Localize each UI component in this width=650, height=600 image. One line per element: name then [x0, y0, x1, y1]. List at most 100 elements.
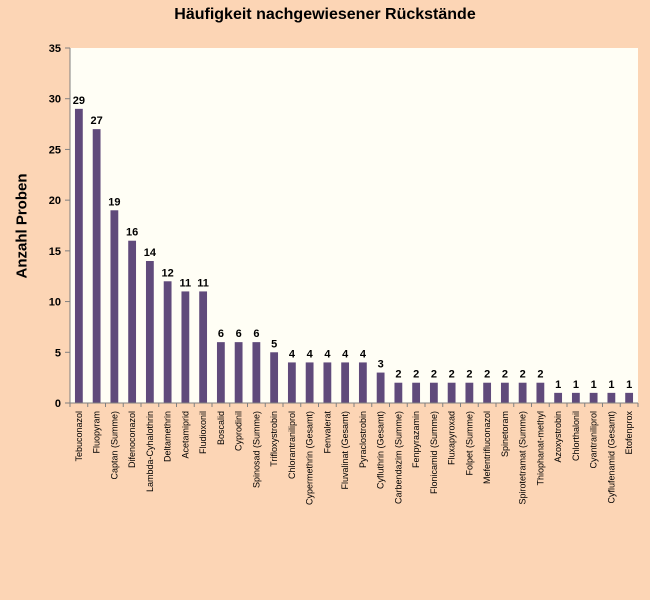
x-category-label: Tebuconazol: [74, 411, 84, 462]
bar: [394, 382, 403, 403]
y-tick-label: 25: [49, 144, 61, 156]
bar: [589, 392, 598, 403]
bar: [465, 382, 474, 403]
bar-value-label: 29: [73, 95, 85, 107]
bar-value-label: 12: [162, 267, 174, 279]
y-tick-label: 20: [49, 195, 61, 207]
bar-value-label: 11: [197, 277, 209, 289]
bar: [323, 362, 332, 403]
x-category-label: Cyprodinil: [234, 411, 244, 451]
bar: [234, 342, 243, 403]
x-category-label: Acetamiprid: [180, 411, 190, 459]
bar-value-label: 6: [218, 328, 224, 340]
bar: [145, 261, 154, 403]
bar: [607, 392, 616, 403]
bar-value-label: 2: [484, 369, 490, 381]
bar-value-label: 5: [271, 338, 277, 350]
x-category-label: Spinetoram: [500, 411, 510, 457]
x-category-label: Fluvalinat (Gesamt): [340, 411, 350, 490]
bar-value-label: 4: [324, 348, 331, 360]
y-tick-label: 10: [49, 297, 61, 309]
y-tick-label: 0: [55, 398, 61, 410]
bar-value-label: 1: [591, 379, 597, 391]
x-category-label: Captan (Summe): [109, 411, 119, 480]
bar: [74, 108, 83, 403]
bar-value-label: 2: [449, 369, 455, 381]
x-category-label: Deltamethrin: [163, 411, 173, 462]
bar-value-label: 2: [431, 369, 437, 381]
x-category-label: Flonicamid (Summe): [429, 411, 439, 494]
x-category-label: Difenoconazol: [127, 411, 137, 468]
x-category-label: Folpet (Summe): [464, 411, 474, 476]
x-category-label: Lambda-Cyhalothrin: [145, 411, 155, 492]
x-category-label: Fenpyrazamin: [411, 411, 421, 468]
x-category-label: Fluopyram: [92, 411, 102, 454]
x-category-label: Cypermethrin (Gesamt): [305, 411, 315, 505]
bar: [625, 392, 634, 403]
bar: [536, 382, 545, 403]
bar-value-label: 2: [537, 369, 543, 381]
bar: [252, 342, 261, 403]
bar-value-label: 4: [342, 348, 349, 360]
bar-value-label: 2: [395, 369, 401, 381]
bars-group: [74, 108, 634, 403]
bar-value-label: 1: [573, 379, 579, 391]
bar: [92, 129, 101, 403]
x-category-label: Chlorantraniliprol: [287, 411, 297, 479]
x-category-label: Chlorthalonil: [571, 411, 581, 461]
y-tick-label: 15: [49, 246, 61, 258]
bar: [447, 382, 456, 403]
bar: [181, 291, 190, 403]
x-category-label: Etofenprox: [624, 411, 634, 455]
x-category-label: Fludioxonil: [198, 411, 208, 454]
y-tick-label: 30: [49, 94, 61, 106]
x-category-label: Spirotetramat (Summe): [518, 411, 528, 505]
bar: [128, 240, 137, 403]
x-category-label: Boscalid: [216, 411, 226, 445]
x-category-label: Thiophanat-methyl: [535, 411, 545, 486]
bar-value-label: 16: [126, 227, 138, 239]
y-ticks-group: 0 5 10 15 20 25 30 35: [49, 43, 70, 410]
bar: [305, 362, 314, 403]
x-category-label: Carbendazim (Summe): [393, 411, 403, 504]
bar: [163, 281, 172, 403]
bar-value-label: 11: [180, 277, 192, 289]
bar-value-label: 14: [144, 247, 157, 259]
x-category-label: Cyfluthrin (Gesamt): [376, 411, 386, 489]
bar: [216, 342, 225, 403]
bar: [358, 362, 367, 403]
bar: [412, 382, 421, 403]
bar-value-label: 2: [502, 369, 508, 381]
bar: [571, 392, 580, 403]
bar-value-label: 1: [555, 379, 561, 391]
axes-group: [69, 48, 639, 407]
bar-value-label: 4: [360, 348, 367, 360]
x-category-label: Cyantraniliprol: [589, 411, 599, 469]
x-category-label: Fenvalerat: [322, 411, 332, 454]
bar-value-label: 2: [466, 369, 472, 381]
x-category-label: Fluxapyroxad: [447, 411, 457, 465]
x-category-label: Pyraclostrobin: [358, 411, 368, 468]
bar: [500, 382, 509, 403]
bar: [199, 291, 208, 403]
x-category-label: Spinosad (Summe): [251, 411, 261, 488]
x-category-label: Trifloxystrobin: [269, 411, 279, 467]
bar-value-label: 6: [253, 328, 259, 340]
bar-value-label: 2: [413, 369, 419, 381]
bar-value-label: 4: [289, 348, 296, 360]
y-tick-label: 5: [55, 347, 61, 359]
chart-title: Häufigkeit nachgewiesener Rückstände: [174, 6, 476, 23]
x-category-label: Cyflufenamid (Gesamt): [606, 411, 616, 504]
bar: [341, 362, 350, 403]
bar: [429, 382, 438, 403]
bar: [483, 382, 492, 403]
bar: [376, 372, 385, 403]
bar-value-label: 3: [378, 359, 384, 371]
plot-area: [70, 48, 638, 403]
bar: [287, 362, 296, 403]
bar-value-label: 4: [307, 348, 314, 360]
x-labels-group: Tebuconazol Fluopyram Captan (Summe) Difeno…: [74, 411, 634, 506]
y-tick-label: 35: [49, 43, 61, 55]
bar: [110, 210, 119, 403]
bar-value-label: 1: [626, 379, 632, 391]
